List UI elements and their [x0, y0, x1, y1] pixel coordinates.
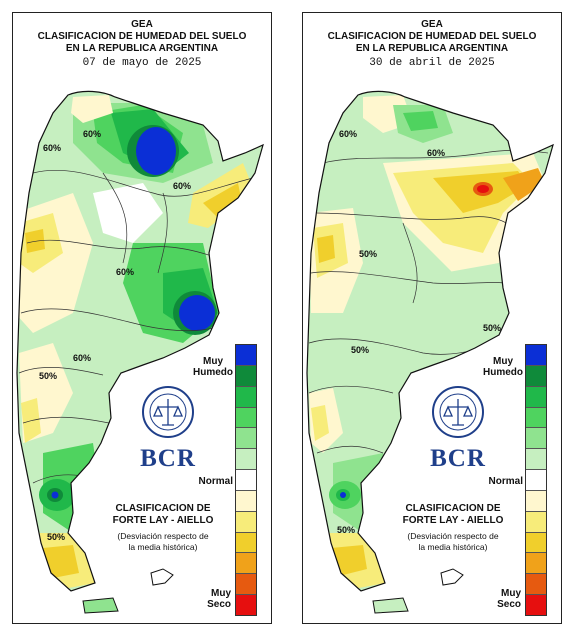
bcr-logo-text: BCR	[430, 445, 486, 472]
legend-step	[526, 345, 546, 366]
tierra-del-fuego	[372, 597, 409, 614]
malvinas-islands	[150, 568, 174, 586]
legend-very-dry-label: Muy Seco	[207, 588, 231, 610]
contour-label: 60%	[116, 267, 134, 277]
legend-step	[236, 490, 256, 512]
legend-color-scale	[525, 344, 547, 616]
legend-step	[236, 595, 256, 615]
legend-color-scale	[235, 344, 257, 616]
map-title-line1: CLASIFICACION DE HUMEDAD DEL SUELO	[327, 31, 537, 42]
legend-step	[236, 449, 256, 471]
legend-step	[236, 386, 256, 408]
legend-very-wet-label: Muy Humedo	[193, 356, 233, 378]
classification-title: CLASIFICACION DE FORTE LAY - AIELLO	[402, 503, 504, 526]
legend-step	[526, 532, 546, 554]
contour-label: 60%	[339, 129, 357, 139]
contour-label: 60%	[427, 148, 445, 158]
org-label: GEA	[421, 19, 443, 30]
legend-step	[526, 574, 546, 596]
map-date: 07 de mayo de 2025	[82, 57, 202, 69]
classification-title: CLASIFICACION DE FORTE LAY - AIELLO	[112, 503, 214, 526]
contour-label: 50%	[39, 371, 57, 381]
contour-label: 50%	[483, 323, 501, 333]
bcr-seal-logo	[142, 386, 194, 438]
bcr-seal-logo	[432, 386, 484, 438]
contour-label: 60%	[83, 129, 101, 139]
isolines	[18, 169, 254, 484]
map-panel-april: GEA CLASIFICACION DE HUMEDAD DEL SUELO E…	[302, 12, 562, 624]
legend-step	[236, 511, 256, 533]
legend-very-wet-label: Muy Humedo	[483, 356, 523, 378]
argentina-soil-moisture-map: 60% 60% 50% 50% 50% 50%	[306, 90, 554, 614]
country-outline	[16, 90, 264, 592]
contour-label: 50%	[351, 345, 369, 355]
malvinas-islands	[440, 568, 464, 586]
map-date: 30 de abril de 2025	[369, 57, 495, 69]
legend-step	[526, 511, 546, 533]
legend-normal-label: Normal	[488, 476, 523, 487]
map-title-line2: EN LA REPUBLICA ARGENTINA	[65, 43, 219, 54]
tierra-del-fuego	[82, 597, 119, 614]
legend-step	[526, 428, 546, 450]
legend-step	[236, 553, 256, 575]
contour-label: 60%	[43, 143, 61, 153]
legend-step	[526, 407, 546, 429]
argentina-soil-moisture-map: 60% 60% 60% 60% 60% 50% 50%	[16, 90, 264, 614]
map-title-line2: EN LA REPUBLICA ARGENTINA	[355, 43, 509, 54]
map-title-line1: CLASIFICACION DE HUMEDAD DEL SUELO	[37, 31, 247, 42]
classification-note: (Desviación respecto de la media históric…	[117, 531, 209, 552]
legend-step	[526, 386, 546, 408]
legend-normal-label: Normal	[198, 476, 233, 487]
legend-step	[526, 449, 546, 471]
legend-very-dry-label: Muy Seco	[497, 588, 521, 610]
classification-note: (Desviación respecto de la media históric…	[407, 531, 499, 552]
contour-label: 50%	[47, 532, 65, 542]
legend-step	[236, 470, 256, 491]
legend-step	[236, 532, 256, 554]
legend-step	[236, 428, 256, 450]
legend-step	[526, 553, 546, 575]
org-label: GEA	[131, 19, 153, 30]
legend-step	[526, 365, 546, 387]
contour-label: 50%	[359, 249, 377, 259]
legend-step	[236, 365, 256, 387]
legend-step	[236, 407, 256, 429]
legend-step	[526, 595, 546, 615]
legend-step	[526, 470, 546, 491]
bcr-logo-text: BCR	[140, 445, 196, 472]
legend-step	[526, 490, 546, 512]
contour-label: 60%	[173, 181, 191, 191]
legend-step	[236, 574, 256, 596]
country-outline	[306, 90, 554, 592]
contour-label: 60%	[73, 353, 91, 363]
contour-label: 50%	[337, 525, 355, 535]
legend-step	[236, 345, 256, 366]
map-panel-may: GEA CLASIFICACION DE HUMEDAD DEL SUELO E…	[12, 12, 272, 624]
